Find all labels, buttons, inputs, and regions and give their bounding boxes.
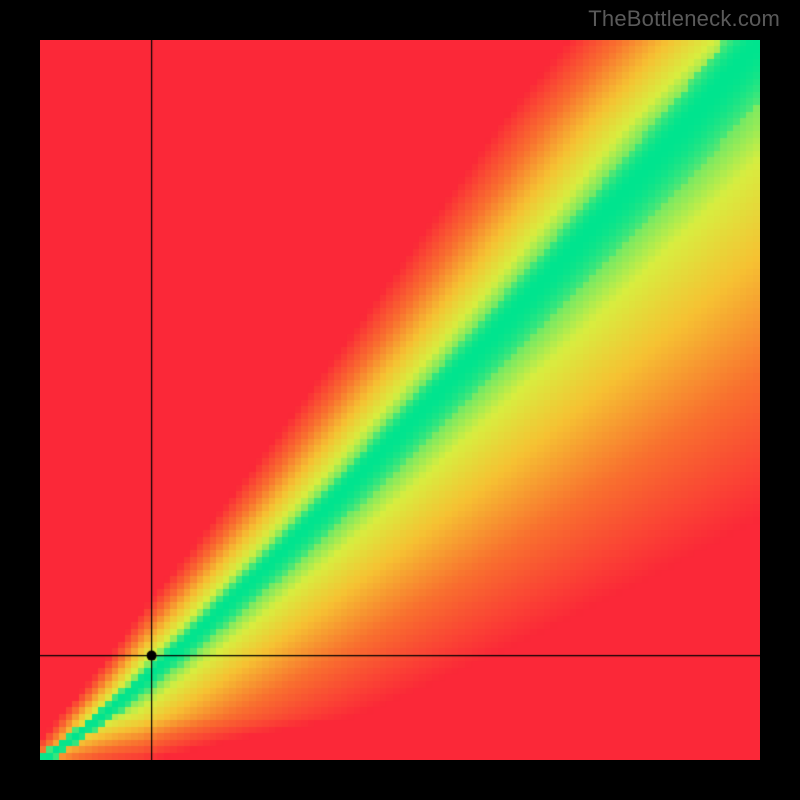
- bottleneck-heatmap: [40, 40, 760, 760]
- chart-frame: TheBottleneck.com: [0, 0, 800, 800]
- attribution-text: TheBottleneck.com: [588, 6, 780, 32]
